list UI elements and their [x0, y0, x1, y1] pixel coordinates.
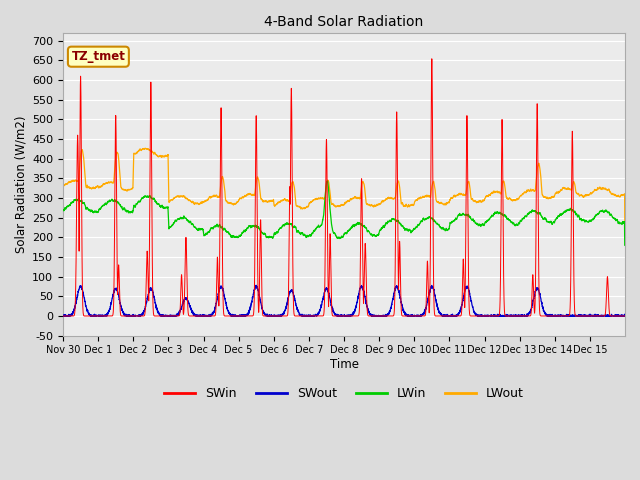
Title: 4-Band Solar Radiation: 4-Band Solar Radiation [264, 15, 424, 29]
Y-axis label: Solar Radiation (W/m2): Solar Radiation (W/m2) [15, 116, 28, 253]
Text: TZ_tmet: TZ_tmet [72, 50, 125, 63]
X-axis label: Time: Time [330, 358, 358, 371]
Legend: SWin, SWout, LWin, LWout: SWin, SWout, LWin, LWout [159, 382, 529, 405]
